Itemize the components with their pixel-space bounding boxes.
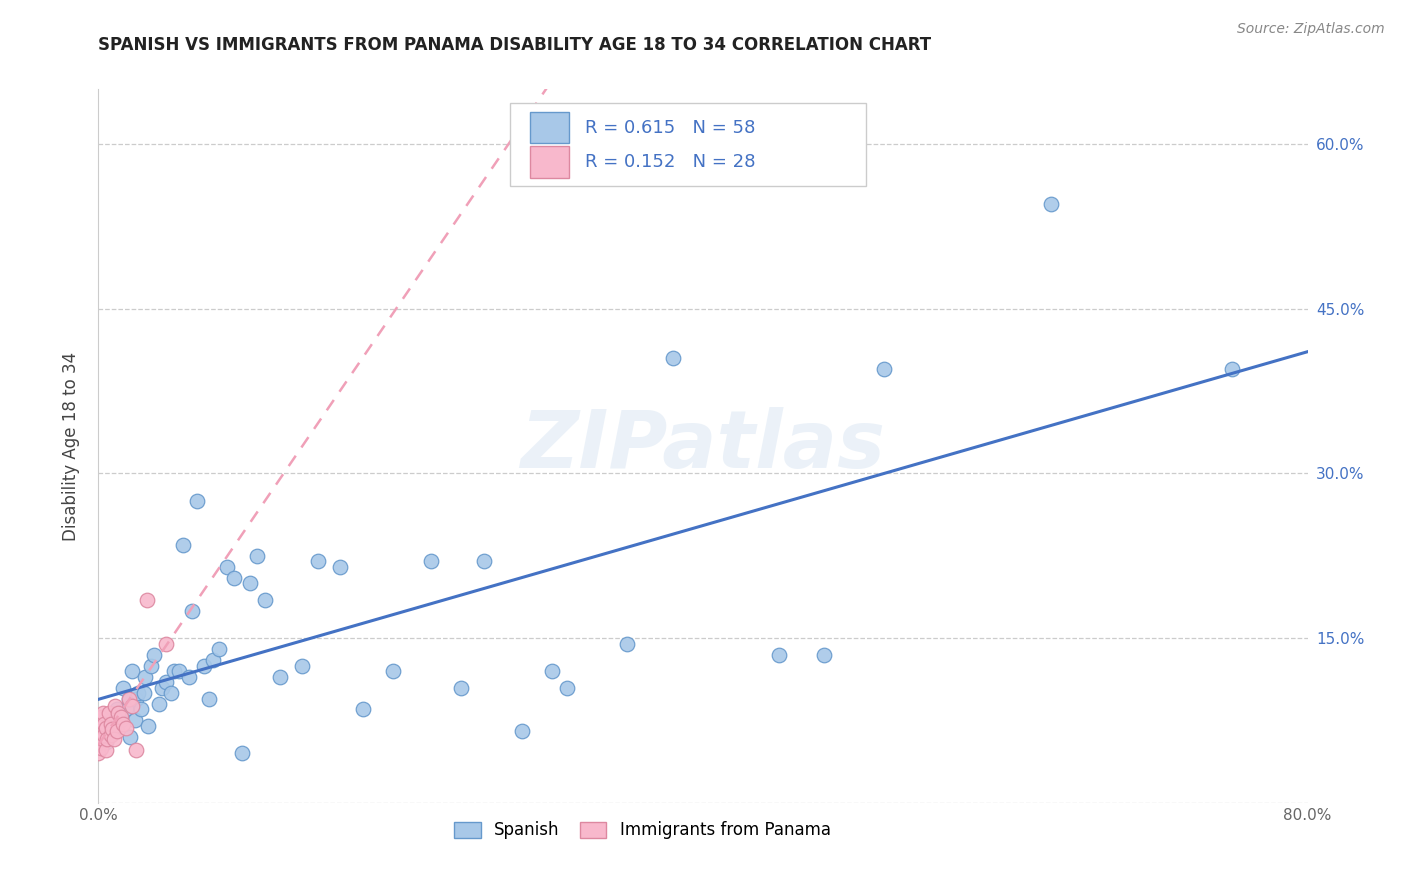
Point [193, 658, 215, 673]
Point [103, 732, 125, 747]
Point [420, 554, 443, 568]
Point [472, 554, 495, 568]
Legend: Spanish, Immigrants from Panama: Spanish, Immigrants from Panama [447, 814, 838, 846]
Point [89, 721, 111, 735]
Point [98, 706, 121, 720]
Point [100, 714, 122, 728]
Point [91, 706, 114, 720]
Point [91, 732, 114, 747]
Point [101, 723, 124, 737]
Point [143, 648, 166, 662]
Point [208, 642, 231, 657]
Point [93, 728, 115, 742]
Point [239, 576, 262, 591]
Point [224, 571, 246, 585]
Point [148, 697, 170, 711]
Point [155, 675, 177, 690]
Point [540, 664, 562, 678]
FancyBboxPatch shape [530, 112, 569, 144]
Point [1220, 362, 1243, 376]
Point [105, 702, 128, 716]
Point [269, 669, 291, 683]
Point [202, 653, 225, 667]
Point [125, 743, 148, 757]
Point [100, 716, 122, 731]
Text: ZIPatlas: ZIPatlas [520, 407, 886, 485]
Point [103, 724, 125, 739]
Point [90, 710, 112, 724]
Point [1039, 197, 1062, 211]
Point [352, 702, 374, 716]
Point [186, 494, 208, 508]
Point [450, 681, 472, 695]
Text: R = 0.152   N = 28: R = 0.152 N = 28 [585, 153, 755, 171]
Point [87, 747, 110, 761]
Point [96, 732, 118, 747]
Y-axis label: Disability Age 18 to 34: Disability Age 18 to 34 [62, 351, 80, 541]
Point [93, 716, 115, 731]
Point [155, 637, 177, 651]
Point [231, 747, 253, 761]
Point [129, 702, 152, 716]
Point [94, 743, 117, 757]
Point [172, 538, 194, 552]
Point [307, 554, 329, 568]
Point [114, 721, 136, 735]
Point [90, 740, 112, 755]
Point [105, 724, 128, 739]
Point [110, 710, 132, 724]
Point [125, 691, 148, 706]
Point [118, 691, 141, 706]
Point [246, 549, 269, 563]
Point [127, 686, 149, 700]
Point [555, 681, 578, 695]
Point [291, 658, 314, 673]
Point [118, 691, 141, 706]
Point [94, 721, 117, 735]
Point [768, 648, 790, 662]
Point [121, 699, 143, 714]
Point [136, 719, 159, 733]
Point [111, 716, 134, 731]
Point [107, 706, 129, 720]
Point [163, 664, 186, 678]
Point [110, 714, 132, 728]
Point [111, 681, 134, 695]
Text: SPANISH VS IMMIGRANTS FROM PANAMA DISABILITY AGE 18 TO 34 CORRELATION CHART: SPANISH VS IMMIGRANTS FROM PANAMA DISABI… [98, 36, 932, 54]
Point [124, 714, 146, 728]
Point [873, 362, 896, 376]
Point [132, 686, 155, 700]
FancyBboxPatch shape [530, 146, 569, 178]
Point [215, 559, 238, 574]
Point [179, 669, 201, 683]
Text: Source: ZipAtlas.com: Source: ZipAtlas.com [1237, 22, 1385, 37]
Point [104, 699, 127, 714]
Point [181, 604, 204, 618]
Point [510, 724, 533, 739]
Point [167, 664, 190, 678]
Point [114, 702, 136, 716]
Point [661, 351, 683, 366]
Point [616, 637, 638, 651]
Point [382, 664, 405, 678]
Point [813, 648, 835, 662]
Point [135, 592, 157, 607]
Point [100, 728, 122, 742]
Point [94, 735, 117, 749]
FancyBboxPatch shape [509, 103, 866, 186]
Point [89, 735, 111, 749]
Point [150, 681, 173, 695]
Text: R = 0.615   N = 58: R = 0.615 N = 58 [585, 119, 755, 136]
Point [120, 730, 142, 744]
Point [329, 559, 352, 574]
Point [141, 658, 163, 673]
Point [253, 592, 276, 607]
Point [160, 686, 183, 700]
Point [197, 691, 219, 706]
Point [134, 669, 156, 683]
Point [121, 664, 143, 678]
